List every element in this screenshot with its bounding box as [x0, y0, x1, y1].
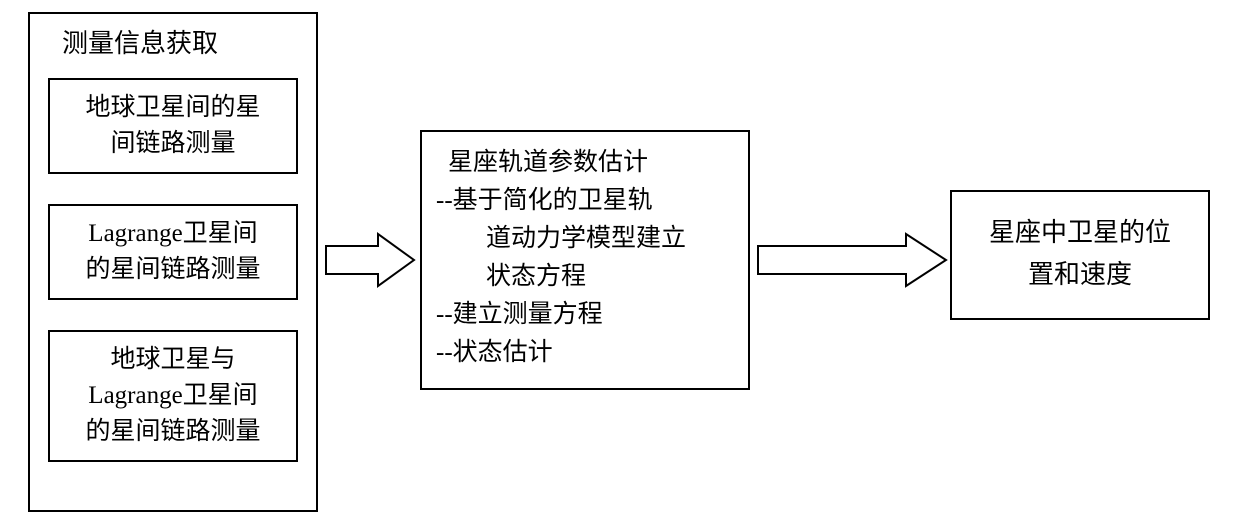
left-panel-title: 测量信息获取 — [62, 24, 304, 64]
text-line: --状态估计 — [436, 334, 734, 372]
text-line: Lagrange卫星间 — [58, 378, 288, 414]
left-panel: 测量信息获取 地球卫星间的星 间链路测量 Lagrange卫星间 的星间链路测量… — [28, 12, 318, 512]
text-line: 置和速度 — [968, 254, 1192, 296]
left-subbox-0: 地球卫星间的星 间链路测量 — [48, 78, 298, 174]
text-line: 地球卫星与 — [58, 342, 288, 378]
text-line: --基于简化的卫星轨 — [436, 182, 734, 220]
text-line: 间链路测量 — [58, 126, 288, 162]
left-subbox-2: 地球卫星与 Lagrange卫星间 的星间链路测量 — [48, 330, 298, 462]
text-line: --建立测量方程 — [436, 296, 734, 334]
left-subbox-1: Lagrange卫星间 的星间链路测量 — [48, 204, 298, 300]
middle-box: 星座轨道参数估计 --基于简化的卫星轨 道动力学模型建立 状态方程 --建立测量… — [420, 130, 750, 390]
text-line: Lagrange卫星间 — [58, 216, 288, 252]
text-line: 的星间链路测量 — [58, 252, 288, 288]
text-line: 星座中卫星的位 — [968, 212, 1192, 254]
middle-title: 星座轨道参数估计 — [448, 144, 734, 182]
text-line: 地球卫星间的星 — [58, 90, 288, 126]
arrow-mid-to-right — [754, 230, 950, 290]
text-line: 状态方程 — [486, 258, 734, 296]
text-line: 道动力学模型建立 — [486, 220, 734, 258]
arrow-left-to-mid — [322, 230, 418, 290]
text-line: 的星间链路测量 — [58, 414, 288, 450]
right-box: 星座中卫星的位 置和速度 — [950, 190, 1210, 320]
